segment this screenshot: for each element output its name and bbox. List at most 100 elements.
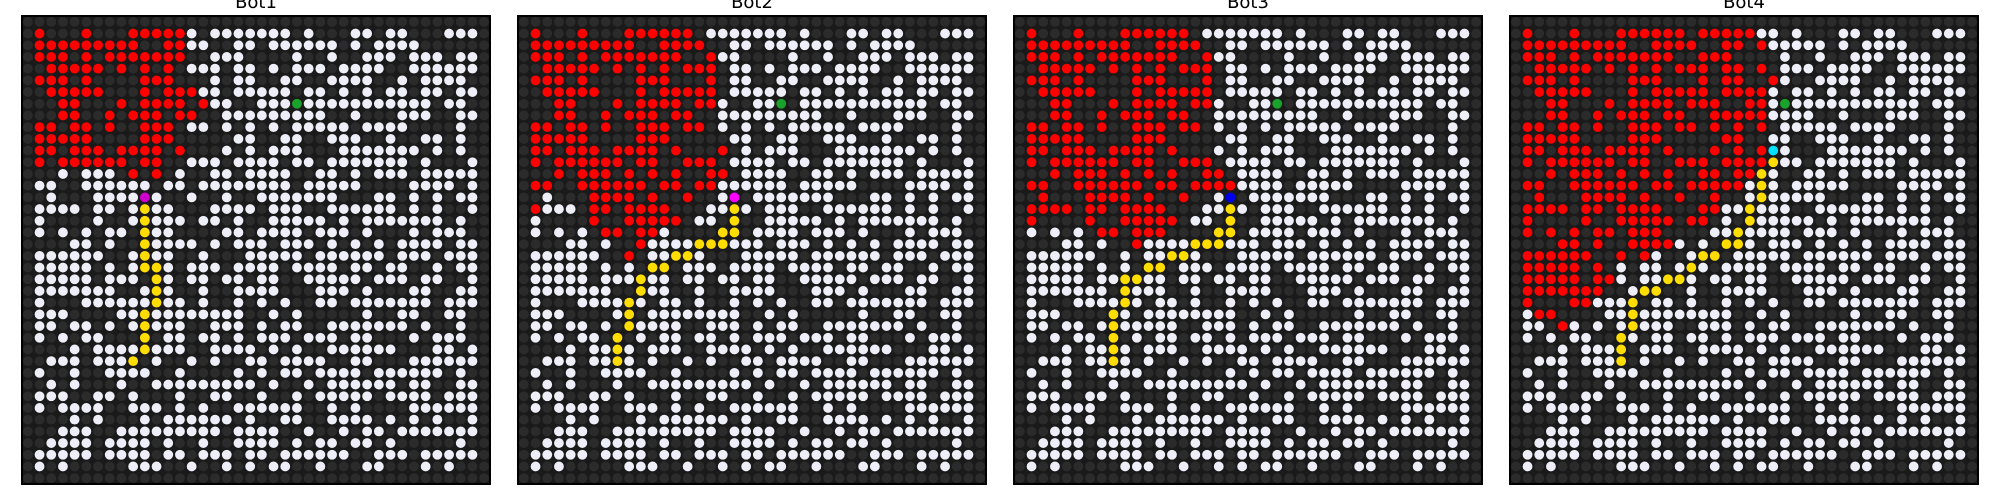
wall-cell <box>577 391 588 402</box>
open-cell <box>350 367 361 378</box>
open-cell <box>1838 28 1849 39</box>
wall-cell <box>444 321 454 331</box>
wall-cell <box>706 145 716 156</box>
open-cell <box>823 180 833 191</box>
wall-cell <box>1365 309 1376 320</box>
open-cell <box>1354 414 1365 425</box>
open-cell <box>706 321 716 331</box>
open-cell <box>1167 332 1177 343</box>
wall-cell <box>1026 344 1037 355</box>
wall-cell <box>479 145 490 156</box>
wall-cell <box>624 16 635 27</box>
wall-cell <box>717 297 728 308</box>
wall-cell <box>554 379 564 390</box>
open-cell <box>362 332 373 343</box>
open-cell <box>455 169 466 179</box>
open-cell <box>752 239 763 250</box>
wall-cell <box>303 133 314 144</box>
wall-cell <box>1038 344 1049 355</box>
wall-cell <box>518 414 529 425</box>
wall-cell <box>542 239 553 250</box>
open-cell <box>175 297 185 308</box>
fire-cell <box>1061 40 1072 51</box>
open-cell <box>1377 438 1388 448</box>
open-cell <box>210 215 220 226</box>
wall-cell <box>729 473 740 484</box>
path-cell <box>139 250 150 261</box>
open-cell <box>788 321 798 331</box>
open-cell <box>444 344 454 355</box>
wall-cell <box>128 414 139 425</box>
open-cell <box>963 414 974 425</box>
wall-cell <box>1073 98 1084 109</box>
open-cell <box>1167 414 1177 425</box>
fire-cell <box>1143 145 1154 156</box>
wall-cell <box>104 250 115 261</box>
open-cell <box>81 180 92 191</box>
wall-cell <box>542 297 553 308</box>
open-cell <box>1319 438 1329 448</box>
open-cell <box>1342 40 1353 51</box>
wall-cell <box>869 180 880 191</box>
open-cell <box>128 426 139 437</box>
wall-cell <box>385 110 396 121</box>
wall-cell <box>741 297 752 308</box>
wall-cell <box>659 473 670 484</box>
open-cell <box>455 403 466 413</box>
open-cell <box>186 239 197 250</box>
open-cell <box>1178 426 1189 437</box>
wall-cell <box>1108 87 1119 97</box>
open-cell <box>1061 414 1072 425</box>
open-cell <box>1213 414 1224 425</box>
wall-cell <box>846 426 857 437</box>
open-cell <box>1330 133 1341 144</box>
open-cell <box>869 461 880 472</box>
wall-cell <box>916 204 927 214</box>
open-cell <box>268 379 279 390</box>
open-cell <box>139 461 150 472</box>
wall-cell <box>869 473 880 484</box>
open-cell <box>1284 309 1294 320</box>
open-cell <box>881 40 892 51</box>
wall-cell <box>479 40 490 51</box>
fire-cell <box>1120 40 1131 51</box>
wall-cell <box>1225 473 1236 484</box>
open-cell <box>350 75 361 86</box>
wall-cell <box>1377 309 1388 320</box>
open-cell <box>671 426 681 437</box>
open-cell <box>327 414 337 425</box>
wall-cell <box>776 63 787 74</box>
wall-cell <box>245 192 256 203</box>
fire-cell <box>1190 63 1201 74</box>
fire-cell <box>34 28 45 39</box>
open-cell <box>373 169 384 179</box>
wall-cell <box>198 321 209 331</box>
open-cell <box>1108 367 1119 378</box>
open-cell <box>951 403 962 413</box>
wall-cell <box>858 133 869 144</box>
open-cell <box>93 180 103 191</box>
wall-cell <box>1213 262 1224 273</box>
open-cell <box>467 157 478 168</box>
open-cell <box>432 356 443 367</box>
open-cell <box>1424 262 1435 273</box>
fire-cell <box>682 157 693 168</box>
open-cell <box>350 414 361 425</box>
fire-cell <box>1546 40 1556 51</box>
open-cell <box>104 180 115 191</box>
open-cell <box>823 169 833 179</box>
open-cell <box>635 438 646 448</box>
open-cell <box>1424 227 1435 238</box>
fire-cell <box>1073 28 1084 39</box>
wall-cell <box>916 28 927 39</box>
wall-cell <box>963 461 974 472</box>
open-cell <box>764 145 775 156</box>
wall-cell <box>409 344 419 355</box>
wall-cell <box>1026 192 1037 203</box>
wall-cell <box>1061 473 1072 484</box>
open-cell <box>409 297 419 308</box>
open-cell <box>245 110 256 121</box>
wall-cell <box>1120 122 1131 133</box>
open-cell <box>69 449 80 460</box>
fire-cell <box>635 110 646 121</box>
